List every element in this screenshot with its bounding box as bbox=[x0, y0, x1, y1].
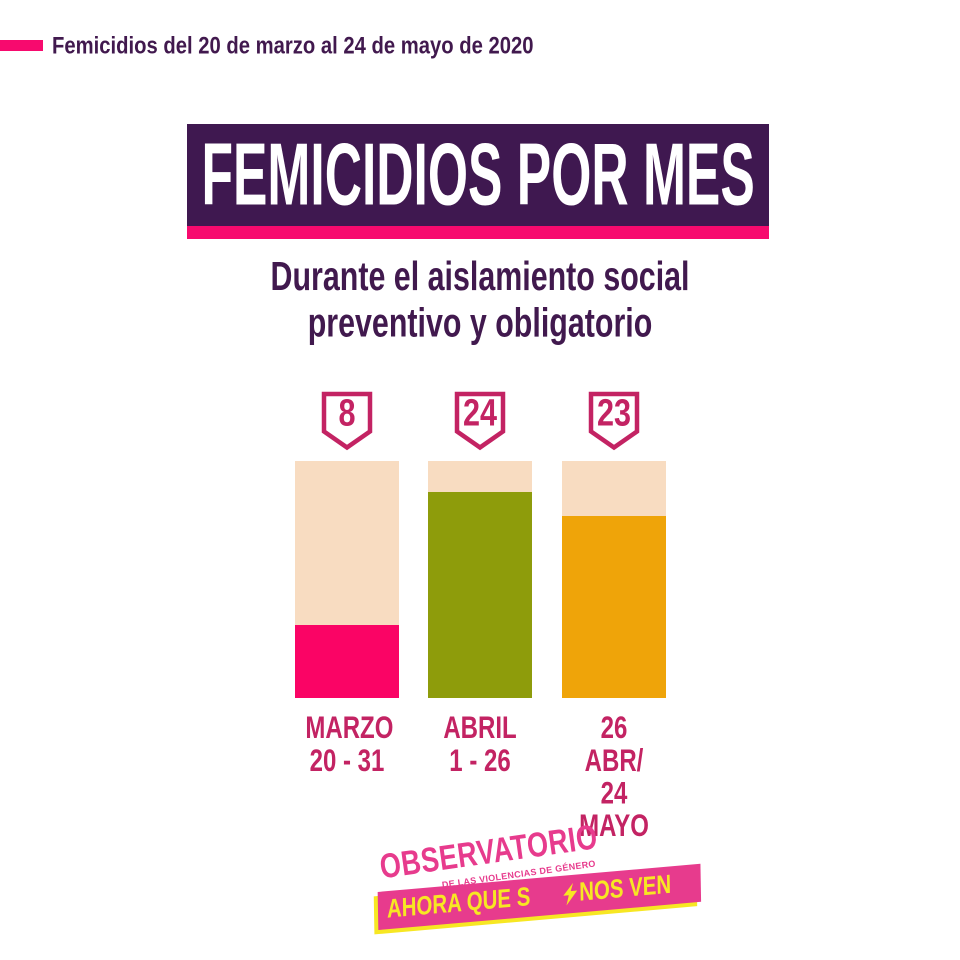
value-badge: 8 bbox=[321, 391, 373, 451]
shield-icon bbox=[321, 391, 373, 451]
bar-track bbox=[562, 461, 666, 698]
header-caption: Femicidios del 20 de marzo al 24 de mayo… bbox=[52, 30, 534, 58]
title-banner: FEMICIDIOS POR MES bbox=[187, 124, 769, 239]
bar-group-abr-mayo: 23 26 ABR/ 24 MAYO bbox=[562, 391, 666, 842]
bar-track bbox=[295, 461, 399, 698]
bar-fill-abril bbox=[428, 491, 532, 698]
header: Femicidios del 20 de marzo al 24 de mayo… bbox=[0, 31, 599, 59]
bar-group-marzo: 8 MARZO 20 - 31 bbox=[295, 391, 399, 779]
shield-icon bbox=[588, 391, 640, 451]
subtitle: Durante el aislamiento social preventivo… bbox=[270, 254, 690, 346]
bar-label: MARZO 20 - 31 bbox=[305, 710, 394, 779]
value-badge: 24 bbox=[454, 391, 506, 451]
bar-label: ABRIL 1 - 26 bbox=[443, 710, 517, 779]
bar-group-abril: 24 ABRIL 1 - 26 bbox=[428, 391, 532, 779]
bar-fill-marzo bbox=[295, 624, 399, 698]
logo-tagline-banner: AHORA QUE S NOS VEN bbox=[377, 863, 702, 931]
bar-track bbox=[428, 461, 532, 698]
tagline-before-bolt: AHORA QUE S bbox=[386, 881, 531, 924]
badge-value: 23 bbox=[596, 390, 632, 434]
title-background: FEMICIDIOS POR MES bbox=[187, 124, 769, 226]
value-badge: 23 bbox=[588, 391, 640, 451]
lightning-bolt-icon bbox=[563, 882, 578, 906]
observatorio-logo: OBSERVATORIO DE LAS VIOLENCIAS DE GÉNERO… bbox=[377, 817, 702, 935]
shield-icon bbox=[454, 391, 506, 451]
bar-fill-abr-mayo bbox=[562, 515, 666, 698]
pink-dash-decor bbox=[0, 39, 43, 51]
tagline-after-bolt: NOS VEN bbox=[579, 869, 672, 908]
page-title: FEMICIDIOS POR MES bbox=[201, 125, 755, 224]
bar-label: 26 ABR/ 24 MAYO bbox=[579, 710, 649, 844]
badge-value: 8 bbox=[338, 390, 356, 434]
title-underline-decor bbox=[187, 226, 769, 239]
badge-value: 24 bbox=[462, 390, 498, 434]
